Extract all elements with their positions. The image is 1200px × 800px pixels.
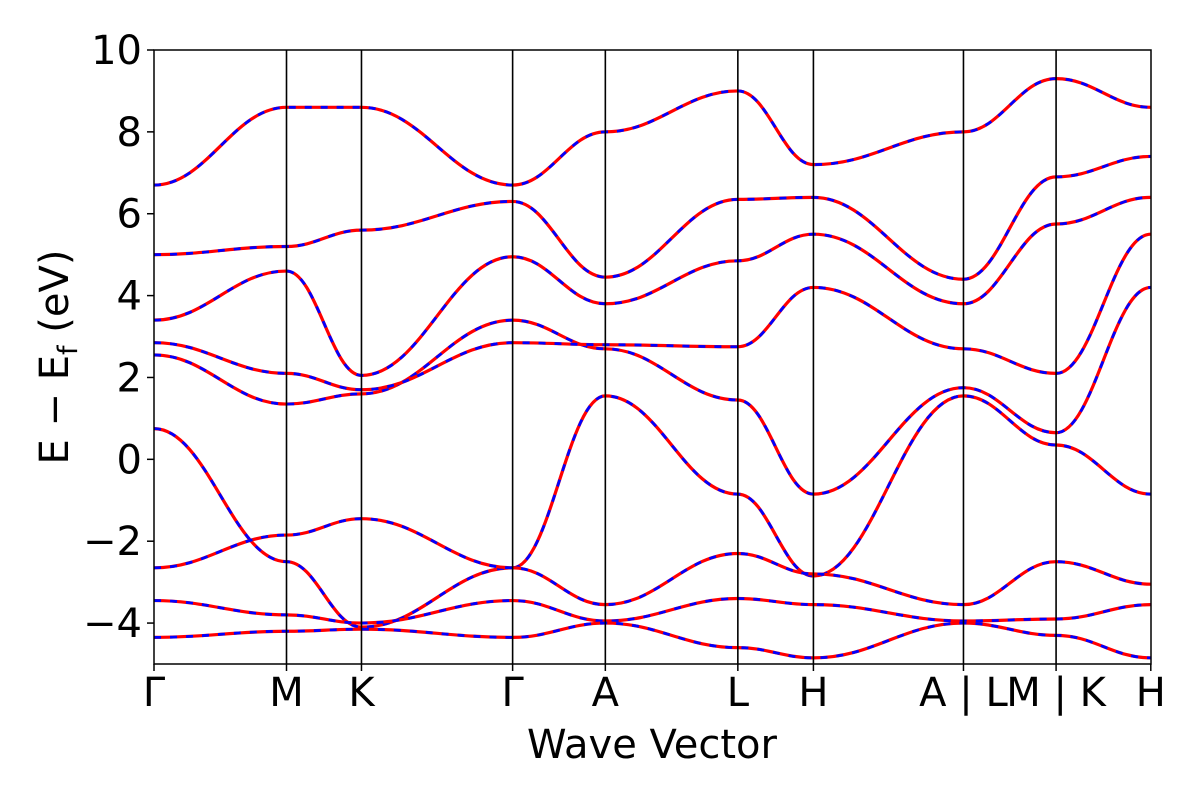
x-tick-label: Γ — [501, 670, 524, 716]
band-line-red — [154, 517, 1151, 607]
kpoint-divider-lines — [285, 50, 1057, 664]
band-line-blue-dashed — [154, 77, 1151, 187]
band-line-red — [154, 285, 1151, 496]
x-tick-label: H — [1136, 670, 1166, 716]
x-tick-label: A — [592, 670, 620, 716]
y-tick-label: 0 — [117, 437, 142, 483]
y-tick-label: 10 — [91, 28, 142, 74]
y-tick-label: −2 — [83, 519, 142, 565]
y-tick-label: 4 — [117, 274, 142, 320]
band-line-blue-dashed — [154, 286, 1151, 496]
x-tick-label: H — [798, 670, 828, 716]
x-tick-label: M — [269, 670, 304, 716]
y-tick-label: 6 — [117, 192, 142, 238]
band-line-red — [154, 154, 1151, 281]
y-axis-label-unit: (eV) — [32, 250, 78, 333]
band-line-blue-dashed — [154, 232, 1151, 392]
x-axis-label: Wave Vector — [527, 722, 778, 768]
y-axis-ticks: −4 −2 0 2 4 6 8 10 — [83, 28, 154, 647]
band-line-blue-dashed — [154, 597, 1151, 625]
y-tick-label: −4 — [83, 601, 142, 647]
band-line-red — [154, 195, 1151, 378]
band-line-blue-dashed — [154, 394, 1151, 629]
y-axis-label: E − Ef (eV) — [32, 250, 84, 465]
x-tick-label: L — [727, 670, 750, 716]
y-tick-label: 2 — [117, 355, 142, 401]
band-line-red — [154, 596, 1151, 625]
band-line-blue-dashed — [154, 621, 1151, 660]
band-line-red — [154, 77, 1151, 187]
plot-frame — [153, 49, 1152, 665]
y-axis-label-subscript: f — [53, 344, 84, 355]
x-tick-label: Γ — [143, 670, 166, 716]
band-line-blue-dashed — [154, 517, 1151, 607]
y-axis-label-main: E − E — [32, 355, 78, 465]
y-tick-label: 8 — [117, 110, 142, 156]
band-line-blue-dashed — [154, 155, 1151, 281]
band-line-blue-dashed — [154, 195, 1151, 377]
x-tick-label: A | L — [919, 670, 1008, 716]
band-lines — [154, 77, 1151, 660]
x-tick-label: K — [348, 670, 376, 716]
x-tick-label: M | K — [1006, 670, 1107, 716]
y-axis-label-unit-gap — [32, 333, 78, 346]
